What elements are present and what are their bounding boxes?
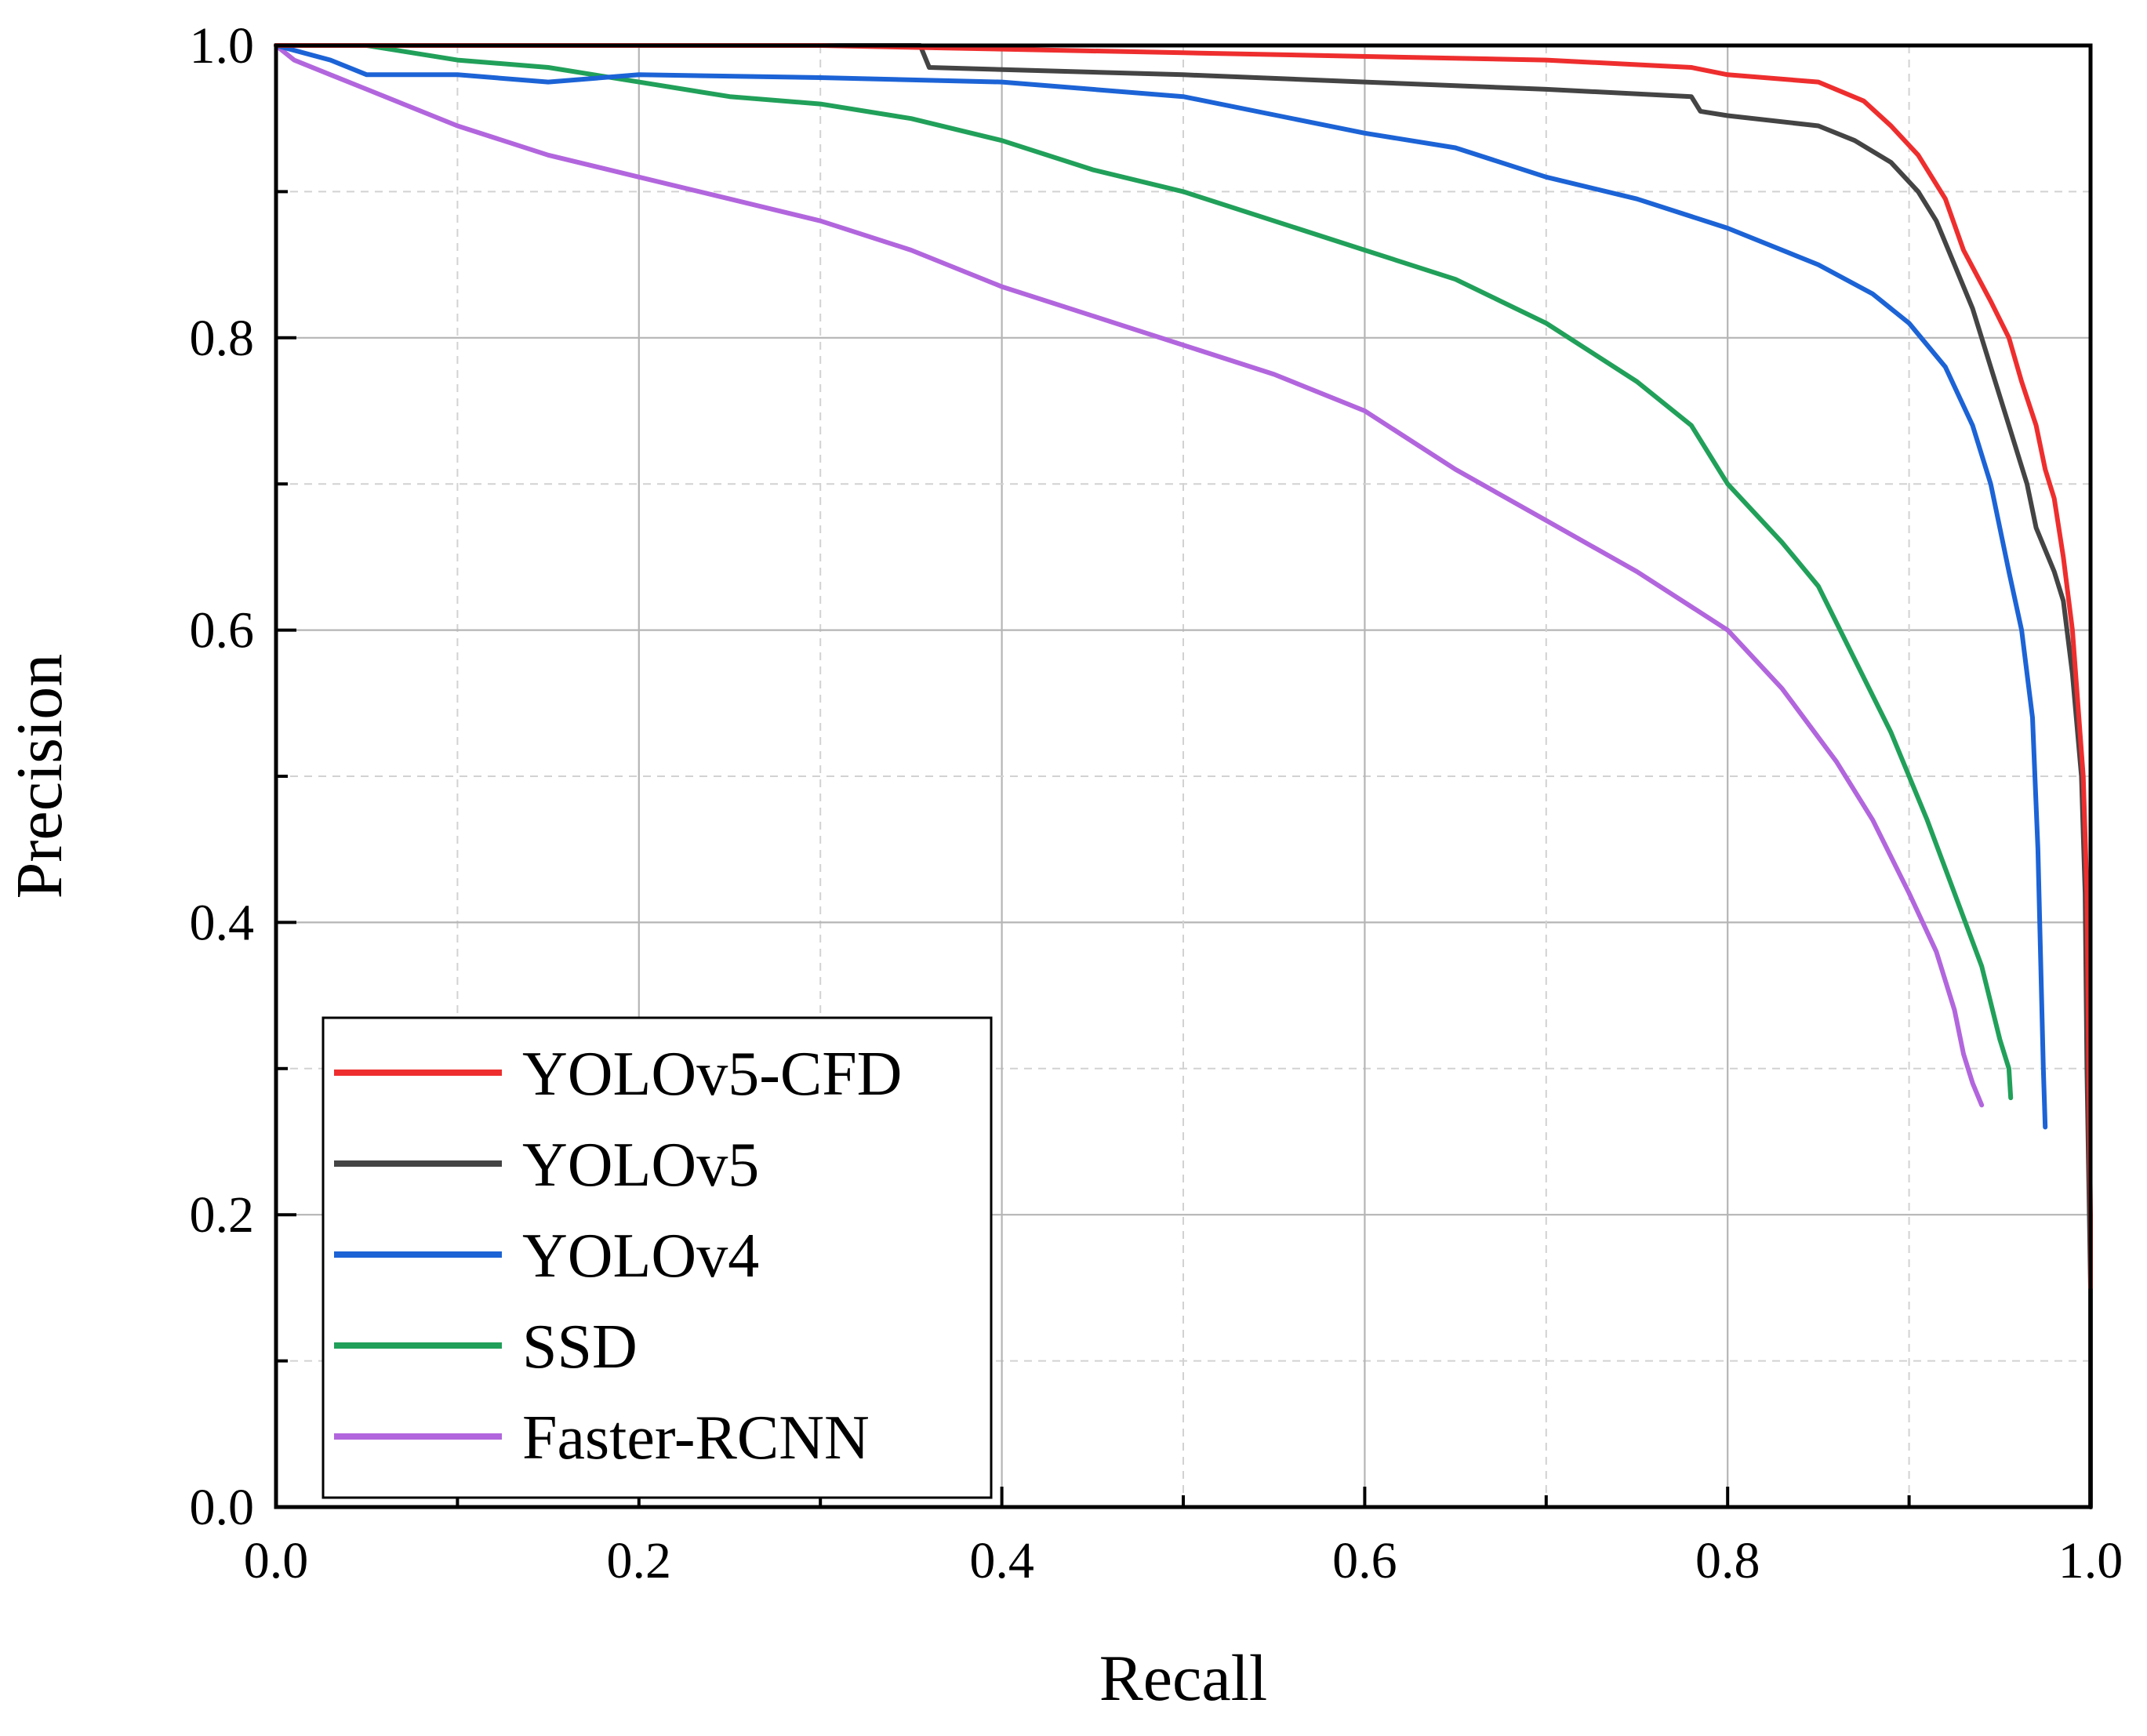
y-tick-label: 0.4	[190, 894, 255, 951]
x-tick-label: 0.0	[244, 1532, 309, 1589]
y-tick-label: 0.6	[190, 602, 255, 659]
x-tick-label: 1.0	[2058, 1532, 2123, 1589]
x-tick-label: 0.6	[1332, 1532, 1397, 1589]
x-tick-label: 0.8	[1695, 1532, 1760, 1589]
y-axis-title: Precision	[3, 654, 76, 899]
series-line-faster-rcnn	[274, 43, 1985, 1108]
legend-label: YOLOv5	[522, 1131, 759, 1200]
x-axis-title: Recall	[1099, 1642, 1268, 1715]
series-line-ssd	[274, 43, 2014, 1101]
x-tick-label: 0.2	[607, 1532, 672, 1589]
series-line-yolov5	[274, 43, 2093, 1509]
legend-label: SSD	[522, 1313, 638, 1382]
series-line-yolov4	[274, 43, 2048, 1130]
series-line-yolov5-cfd	[274, 43, 2093, 1291]
legend-label: YOLOv5-CFD	[522, 1040, 902, 1109]
y-tick-label: 0.0	[190, 1479, 255, 1536]
x-tick-label: 0.4	[969, 1532, 1034, 1589]
y-tick-label: 0.8	[190, 310, 255, 367]
y-tick-label: 0.2	[190, 1186, 255, 1244]
tick-labels: 0.0 0.2 0.4 0.6 0.8 1.0 0.0 0.2 0.4 0.6 0.8 1.0	[190, 17, 2123, 1589]
series-lines	[274, 43, 2093, 1509]
grid	[276, 45, 2091, 1507]
legend: YOLOv5-CFD YOLOv5 YOLOv4 SSD Faster-RCNN	[322, 1016, 993, 1499]
legend-label: YOLOv4	[522, 1222, 759, 1291]
y-tick-label: 1.0	[190, 17, 255, 74]
legend-label: Faster-RCNN	[522, 1404, 870, 1473]
